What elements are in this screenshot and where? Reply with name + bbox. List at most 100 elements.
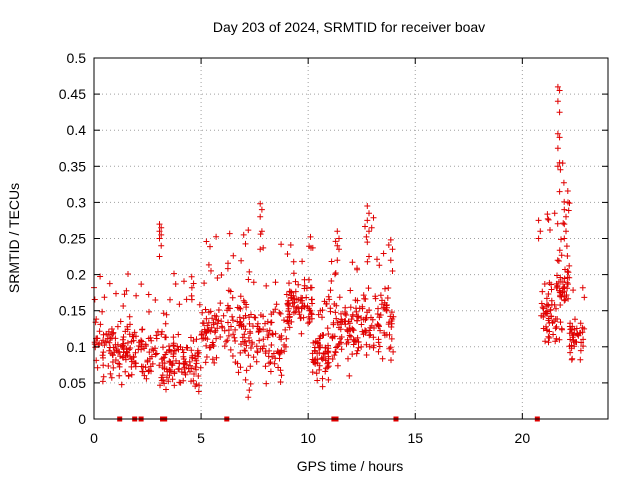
data-point	[254, 320, 261, 327]
axis-ticks: 0 0.05 0.1 0.15 0.2 0.25 0.3 0.35 0.4 0.45 0.5 0 5 10…	[59, 50, 608, 446]
data-point	[562, 266, 568, 273]
data-point	[176, 301, 183, 308]
data-point	[153, 335, 160, 342]
data-point	[571, 343, 578, 350]
data-point	[308, 284, 315, 291]
y-tick-label: 0.1	[67, 339, 87, 355]
data-point	[247, 363, 254, 370]
data-point	[566, 262, 573, 269]
data-point	[113, 345, 120, 352]
data-point	[229, 313, 236, 320]
data-point	[268, 319, 275, 326]
data-point	[243, 367, 250, 374]
data-point	[108, 335, 115, 341]
data-point	[303, 294, 310, 301]
data-point	[214, 275, 221, 281]
data-point	[273, 301, 280, 308]
data-point	[202, 359, 209, 366]
data-point	[315, 311, 322, 318]
data-point	[196, 382, 203, 389]
y-tick-label: 0.05	[59, 375, 86, 391]
data-point	[338, 310, 344, 317]
data-point	[564, 188, 571, 194]
data-point	[547, 307, 554, 314]
data-point	[170, 334, 177, 341]
data-point	[156, 228, 163, 235]
data-point	[199, 309, 206, 316]
data-point	[349, 259, 356, 266]
data-point	[211, 359, 218, 366]
data-point	[325, 342, 331, 349]
data-point	[109, 331, 116, 337]
data-point	[284, 251, 291, 257]
data-point	[241, 347, 248, 354]
data-point	[159, 364, 166, 371]
data-point	[262, 363, 269, 370]
data-point	[311, 347, 318, 354]
data-point	[260, 244, 267, 251]
data-point	[263, 380, 270, 387]
data-point	[338, 316, 345, 323]
x-tick-label: 20	[515, 430, 531, 446]
data-point	[316, 350, 323, 356]
data-point	[364, 309, 371, 316]
data-point	[377, 292, 384, 299]
data-point	[265, 353, 272, 360]
data-point	[152, 351, 159, 358]
data-point	[165, 378, 172, 385]
data-point	[552, 338, 559, 345]
data-point	[370, 342, 377, 349]
data-point	[556, 336, 563, 343]
data-point	[94, 364, 101, 371]
data-point	[152, 345, 159, 352]
data-point	[374, 321, 381, 328]
data-point	[554, 130, 561, 137]
data-point	[557, 274, 564, 281]
data-point	[242, 338, 249, 345]
data-point	[159, 328, 165, 335]
data-point	[133, 333, 139, 340]
data-point	[558, 325, 565, 332]
data-point	[194, 347, 201, 354]
data-point	[160, 344, 166, 351]
data-point	[234, 360, 241, 367]
data-point	[172, 347, 179, 354]
data-point	[286, 324, 293, 331]
data-point	[548, 313, 555, 320]
data-point	[388, 318, 395, 324]
data-point	[110, 364, 117, 371]
data-point	[113, 290, 119, 297]
data-point	[256, 326, 263, 333]
data-point	[556, 188, 563, 195]
data-point	[242, 376, 249, 383]
data-point	[366, 332, 373, 339]
data-point	[123, 287, 130, 294]
data-point	[581, 294, 588, 301]
data-point	[160, 310, 167, 317]
data-point	[266, 347, 273, 354]
data-point	[202, 306, 209, 313]
data-point	[548, 281, 555, 288]
data-point	[305, 320, 312, 327]
data-point	[336, 235, 342, 242]
data-point	[375, 322, 382, 329]
data-point	[383, 302, 390, 309]
data-point	[285, 297, 292, 304]
data-point	[554, 98, 561, 105]
data-point	[193, 366, 199, 373]
data-point	[193, 336, 200, 343]
data-point	[100, 337, 107, 344]
data-point	[166, 366, 173, 373]
data-point	[97, 321, 104, 328]
data-point	[187, 368, 193, 375]
data-point	[386, 345, 393, 352]
data-point	[364, 258, 371, 265]
data-point	[220, 312, 227, 319]
data-point	[354, 347, 361, 354]
data-point	[375, 348, 382, 355]
data-point	[198, 332, 205, 338]
data-point	[276, 349, 282, 356]
data-point	[390, 313, 397, 320]
data-point	[349, 311, 356, 318]
data-point	[235, 369, 242, 376]
